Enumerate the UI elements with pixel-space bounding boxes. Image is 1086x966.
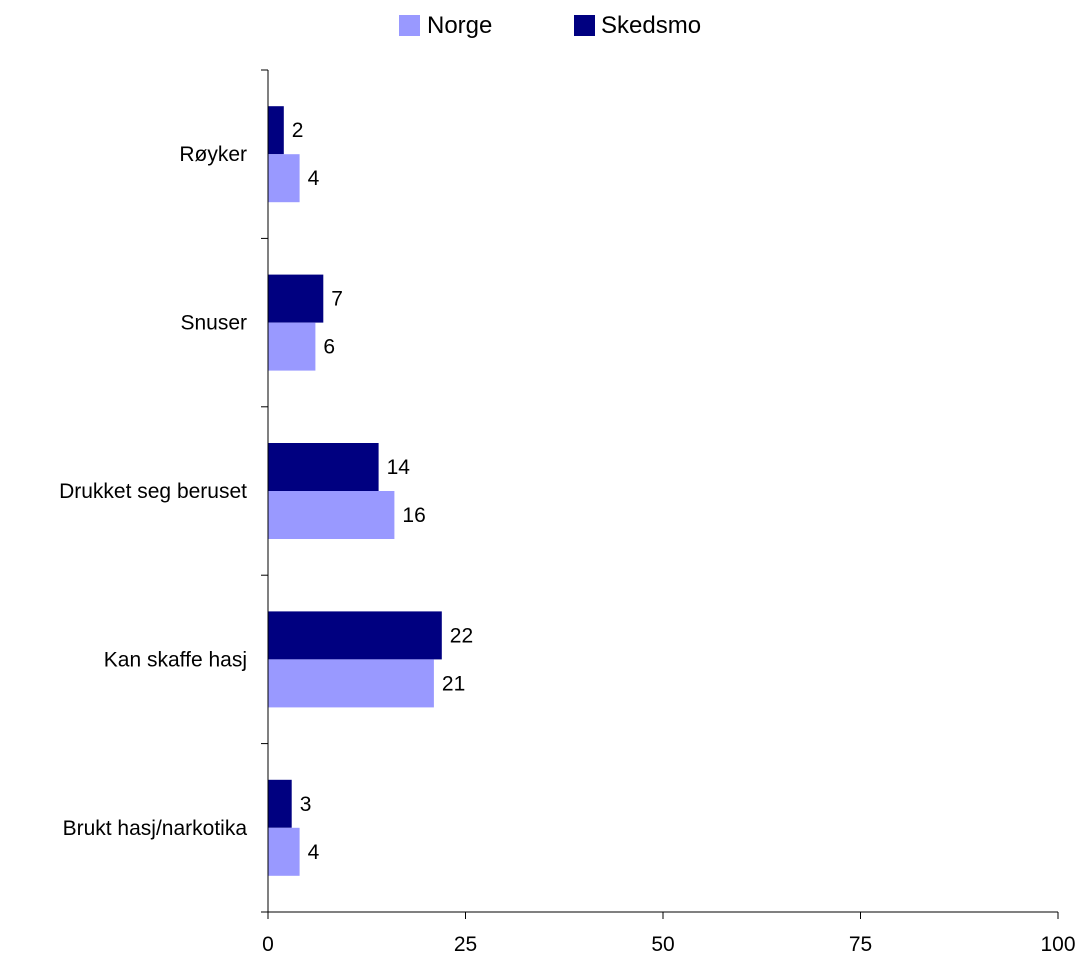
bar-norge-kan-skaffe-hasj <box>268 659 434 708</box>
data-label-skedsmo-royker: 2 <box>292 119 304 142</box>
bars <box>268 106 442 876</box>
category-label-kan-skaffe-hasj: Kan skaffe hasj <box>104 648 247 671</box>
data-labels: 2 4 7 6 14 16 22 21 3 4 <box>292 119 473 864</box>
legend-item-norge: Norge <box>399 12 492 39</box>
category-label-snuser: Snuser <box>180 312 247 335</box>
bar-norge-brukt-hasj-narkotika <box>268 827 300 876</box>
x-tick-label-0: 0 <box>262 933 274 956</box>
legend-label-norge: Norge <box>427 12 492 39</box>
data-label-norge-kan-skaffe-hasj: 21 <box>442 672 465 695</box>
x-tick-label-25: 25 <box>454 933 477 956</box>
legend-item-skedsmo: Skedsmo <box>574 12 701 39</box>
category-label-drukket-seg-beruset: Drukket seg beruset <box>59 480 247 503</box>
bar-skedsmo-kan-skaffe-hasj <box>268 611 442 660</box>
bar-skedsmo-brukt-hasj-narkotika <box>268 779 292 828</box>
legend-swatch-skedsmo <box>574 15 595 36</box>
bar-skedsmo-snuser <box>268 274 324 323</box>
data-label-skedsmo-brukt-hasj-narkotika: 3 <box>300 793 312 816</box>
legend-label-skedsmo: Skedsmo <box>601 12 701 39</box>
category-label-royker: Røyker <box>179 143 247 166</box>
x-tick-label-75: 75 <box>849 933 872 956</box>
bar-skedsmo-royker <box>268 106 284 155</box>
data-label-norge-snuser: 6 <box>323 336 335 359</box>
bar-norge-snuser <box>268 322 316 371</box>
bar-norge-drukket-seg-beruset <box>268 491 395 539</box>
legend-swatch-norge <box>399 15 420 36</box>
bar-norge-royker <box>268 154 300 203</box>
bar-skedsmo-drukket-seg-beruset <box>268 443 379 491</box>
legend: Norge Skedsmo <box>399 12 701 39</box>
data-label-norge-royker: 4 <box>308 167 320 190</box>
x-tick-label-100: 100 <box>1040 933 1075 956</box>
data-label-skedsmo-drukket-seg-beruset: 14 <box>387 456 411 479</box>
data-label-skedsmo-kan-skaffe-hasj: 22 <box>450 624 473 647</box>
data-label-skedsmo-snuser: 7 <box>331 288 343 311</box>
data-label-norge-brukt-hasj-narkotika: 4 <box>308 841 320 864</box>
category-label-brukt-hasj-narkotika: Brukt hasj/narkotika <box>63 817 248 840</box>
x-tick-label-50: 50 <box>651 933 674 956</box>
axes: Røyker Snuser Drukket seg beruset Kan skaff… <box>59 69 1076 956</box>
data-label-norge-drukket-seg-beruset: 16 <box>402 504 425 527</box>
